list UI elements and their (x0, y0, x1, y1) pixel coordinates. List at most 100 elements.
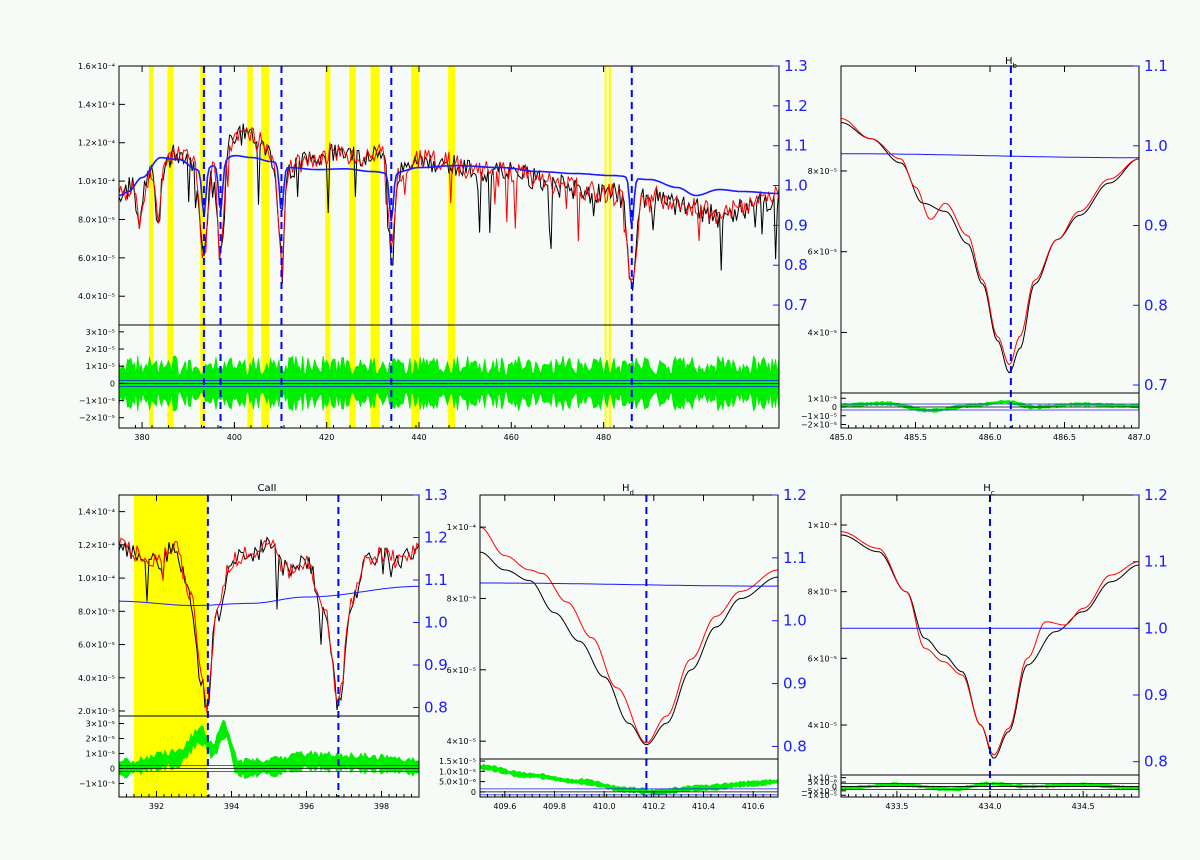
panel-hb-y2-tick-label-2: 0.9 (1144, 217, 1168, 235)
panel-caii-y-tick-label-3: 8.0×10⁻⁵ (78, 607, 115, 616)
panel-hb-tick-group: 485.0 485.5 486.0 486.5 487.0 8×10⁻⁵ 6×10⁻⁵ 4×1… (801, 57, 1168, 442)
panel-hg-y2-tick-label-0: 1.2 (1144, 486, 1168, 504)
panel-hb-x-tick-label-1: 485.5 (904, 433, 927, 442)
panel-caii-continuum-curve (119, 585, 419, 606)
panel-hb-y-tick-label-2: 4×10⁻⁵ (808, 328, 837, 337)
panel-hg-title: Hc (983, 483, 995, 497)
panel-hg-x-tick-label-2: 434.5 (1072, 802, 1095, 811)
panel-full-tick-group: 380 400 420 440 460 480 1.6×10⁻⁴ 1.4×10⁻⁴ 1.2×10… (78, 57, 808, 442)
panel-hd-continuum-curve (480, 582, 778, 587)
panel-hb-x-tick-label-2: 486.0 (979, 433, 1002, 442)
panel-full-resid-tick-label-0: 3×10⁻⁵ (86, 328, 115, 337)
panel-full-y2-tick-label-6: 0.7 (784, 296, 808, 314)
panel-full-model-spectrum (118, 126, 780, 281)
panel-full-resid-tick-label-5: −2×10⁻⁵ (79, 414, 115, 423)
panel-hd-title: Hd (622, 483, 634, 497)
panel-hd-x-tick-label-1: 409.8 (543, 802, 566, 811)
panel-caii-observed-spectrum (118, 536, 420, 711)
panel-full-mask-band-0 (149, 66, 154, 428)
panel-hd-x-tick-label-5: 410.6 (742, 802, 765, 811)
panel-hd-resid-tick-label-0: 1.5×10⁻⁵ (439, 757, 476, 766)
panel-hg-x-tick-label-1: 434.0 (979, 802, 1002, 811)
panel-caii-residual-group (118, 719, 420, 779)
panel-hb-continuum-curve (841, 153, 1139, 159)
panel-hg-y2-tick-label-2: 1.0 (1144, 619, 1168, 637)
panel-hg-resid-tick-label-1: 5×10⁻⁶ (808, 778, 837, 787)
panel-hg: Hc 433.5 434.0 434.5 1×10⁻⁴ 8×10⁻⁵ 6×10⁻⁵ 4×10… (801, 483, 1168, 811)
panel-caii-y-tick-label-6: 2.0×10⁻⁵ (78, 707, 115, 716)
panel-hd-x-tick-label-2: 410.0 (593, 802, 616, 811)
panel-caii-model-group (118, 537, 420, 714)
panel-full-y2-tick-label-1: 1.2 (784, 97, 808, 115)
panel-full-mask-band-4 (261, 66, 269, 428)
panel-full-observed-spectrum (118, 123, 780, 291)
panel-hd-model-group (479, 526, 779, 744)
panel-caii-tick-group: 392 394 396 398 1.4×10⁻⁴ 1.2×10⁻⁴ 1.0×10⁻⁴ 8.0×… (78, 486, 448, 811)
panel-hg-y-tick-label-3: 4×10⁻⁵ (808, 721, 837, 730)
panel-full-y-tick-label-6: 4.0×10⁻⁵ (78, 292, 115, 301)
panel-hb-resid-tick-label-2: −1×10⁻⁵ (801, 412, 837, 421)
panel-caii-y2-tick-label-1: 1.2 (424, 529, 448, 547)
panel-caii-y-tick-label-1: 1.2×10⁻⁴ (78, 541, 115, 550)
panel-full-mask-band-8 (411, 66, 419, 428)
panel-caii-resid-tick-label-0: 3×10⁻⁵ (86, 720, 115, 729)
panel-hb-resid-tick-label-1: 0 (832, 403, 837, 412)
panel-full: 380 400 420 440 460 480 1.6×10⁻⁴ 1.4×10⁻⁴ 1.2×10… (78, 57, 808, 442)
panel-full-line-marker-group (202, 66, 633, 428)
panel-full-x-tick-label-2: 420 (319, 433, 334, 442)
panel-hg-resid-tick-label-3: −5×10⁻⁶ (801, 787, 837, 796)
panel-hg-resid-tick-label-0: 1×10⁻⁵ (808, 774, 837, 783)
panel-full-mask-band-7 (370, 66, 380, 428)
panel-hb-y2-tick-label-4: 0.7 (1144, 376, 1168, 394)
panel-hd-y2-tick-label-4: 0.8 (783, 737, 807, 755)
panel-hd-y-tick-label-0: 1×10⁻⁴ (447, 523, 476, 532)
panel-hg-resid-tick-label-4: −1×10⁻⁵ (801, 791, 837, 800)
panel-hg-y2-tick-label-1: 1.1 (1144, 553, 1168, 571)
panel-caii-y2-tick-label-3: 1.0 (424, 614, 448, 632)
panel-hb-y-tick-label-1: 6×10⁻⁵ (808, 248, 837, 257)
panel-hb-observed-spectrum (840, 122, 1140, 374)
panel-full-y-tick-label-0: 1.6×10⁻⁴ (78, 62, 115, 71)
panel-caii-x-tick-label-2: 396 (299, 802, 314, 811)
panel-caii-resid-tick-label-1: 2×10⁻⁵ (86, 735, 115, 744)
panel-full-residual-group (118, 354, 780, 412)
panel-hd-y2-tick-label-0: 1.2 (783, 486, 807, 504)
panel-caii-y-tick-label-2: 1.0×10⁻⁴ (78, 574, 115, 583)
panel-hd-y-tick-label-1: 8×10⁻⁵ (447, 594, 476, 603)
panel-hd-y-tick-label-2: 6×10⁻⁵ (447, 666, 476, 675)
panel-full-continuum-curve (118, 154, 779, 224)
panel-hg-tick-group: 433.5 434.0 434.5 1×10⁻⁴ 8×10⁻⁵ 6×10⁻⁵ 4×10⁻⁵ 1… (801, 486, 1168, 811)
panel-full-resid-tick-label-3: 0 (110, 379, 115, 388)
panel-caii-y2-tick-label-2: 1.1 (424, 571, 448, 589)
panel-caii-title: CaII (257, 483, 276, 494)
panel-hd-tick-group: 409.6 409.8 410.0 410.2 410.4 410.6 1×10⁻⁴ 8×10… (439, 486, 807, 811)
panel-hg-y-tick-label-1: 8×10⁻⁵ (808, 588, 837, 597)
panel-hd-y2-tick-label-1: 1.1 (783, 549, 807, 567)
panel-full-mask-band-11 (608, 66, 611, 428)
panel-hd-observed-spectrum (479, 551, 779, 746)
panel-hb-resid-tick-label-0: 1×10⁻⁵ (808, 394, 837, 403)
panel-caii-y-tick-label-5: 4.0×10⁻⁵ (78, 674, 115, 683)
panel-full-y2-tick-label-3: 1.0 (784, 177, 808, 195)
panel-caii-y2-tick-label-4: 0.9 (424, 656, 448, 674)
panel-hd-continuum-group (480, 582, 778, 587)
panel-caii-y-tick-label-0: 1.4×10⁻⁴ (78, 508, 115, 517)
panel-full-x-tick-label-1: 400 (227, 433, 242, 442)
panel-full-y-tick-label-2: 1.2×10⁻⁴ (78, 139, 115, 148)
panel-caii-resid-tick-label-4: −1×10⁻⁵ (79, 780, 115, 789)
panel-caii-line-marker-group (206, 495, 340, 797)
panel-hb-x-tick-label-4: 487.0 (1128, 433, 1151, 442)
panel-hg-y-tick-label-0: 1×10⁻⁴ (808, 521, 837, 530)
panel-caii-continuum-group (119, 585, 419, 606)
panel-full-model-group (118, 126, 780, 281)
panel-hd-x-tick-label-0: 409.6 (493, 802, 516, 811)
panel-hd-resid-tick-label-2: 5.0×10⁻⁶ (439, 778, 476, 787)
panel-hd-y2-tick-label-2: 1.0 (783, 612, 807, 630)
panel-full-continuum-group (118, 154, 779, 224)
panel-hg-y2-tick-label-3: 0.9 (1144, 686, 1168, 704)
panel-hd: Hd 409.6 409.8 410.0 410.2 410.4 410.6 1×10⁻⁴ 8… (439, 483, 807, 811)
panel-full-resid-tick-label-4: −1×10⁻⁵ (79, 397, 115, 406)
panel-full-x-tick-label-0: 380 (134, 433, 149, 442)
panel-hd-observed-group (479, 551, 779, 746)
